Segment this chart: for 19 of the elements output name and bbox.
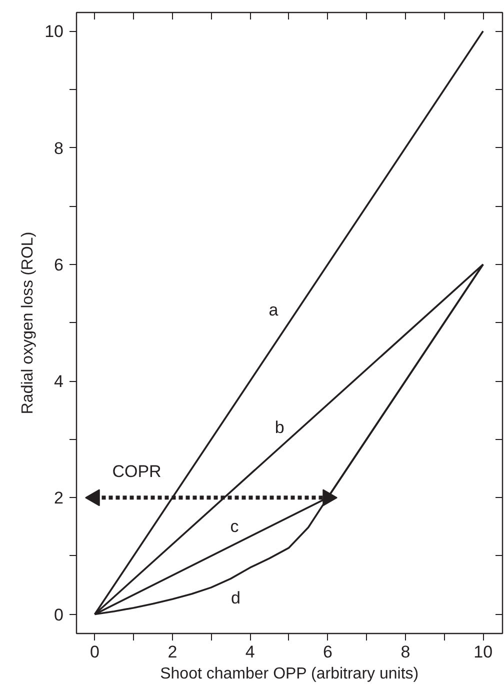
x-tick-label: 4 [245, 642, 255, 662]
y-tick-label: 4 [54, 372, 64, 392]
series-label: COPR [112, 462, 162, 482]
x-tick-label: 8 [400, 642, 410, 662]
y-tick-label: 8 [54, 138, 64, 158]
x-axis-title: Shoot chamber OPP (arbitrary units) [160, 666, 419, 682]
y-axis-title: Radial oxygen loss (ROL) [20, 232, 37, 414]
series-label: d [230, 588, 240, 608]
y-tick-label: 2 [54, 488, 64, 508]
series-label: b [274, 418, 284, 438]
y-tick-label: 6 [54, 255, 64, 274]
x-tick-label: 2 [168, 642, 178, 662]
y-tick-label: 0 [54, 605, 64, 624]
x-tick-label: 10 [474, 642, 493, 662]
series-label: a [268, 300, 279, 320]
x-tick-label: 6 [323, 642, 332, 662]
y-tick-label: 10 [44, 22, 64, 42]
x-tick-label: 0 [90, 642, 100, 662]
series-label: c [230, 516, 240, 536]
